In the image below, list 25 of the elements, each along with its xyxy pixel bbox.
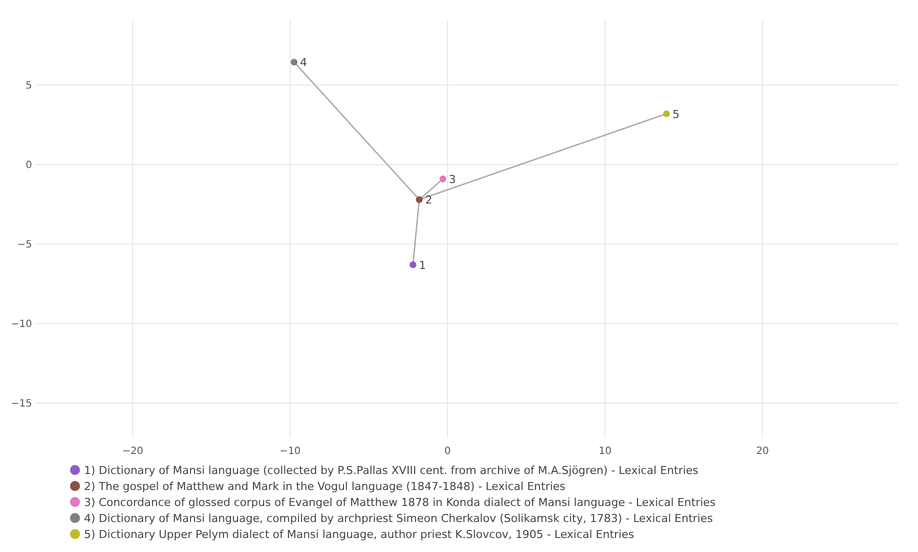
legend-label: 1) Dictionary of Mansi language (collected by P.S.Pallas XVIII cent. from archive of M.A.Sjögren) - Lexical Entries <box>84 464 699 477</box>
legend-label: 5) Dictionary Upper Pelym dialect of Mansi language, author priest K.Slovcov, 1905 - Lexical Entries <box>84 528 634 541</box>
x-tick-label: 10 <box>598 446 612 457</box>
annotation: 5 <box>672 108 680 121</box>
annotation: 4 <box>300 56 308 70</box>
point <box>416 196 423 203</box>
y-tick-label: −5 <box>17 240 32 251</box>
legend-label: 2) The gospel of Matthew and Mark in the Vogul language (1847-1848) - Lexical Entries <box>84 480 566 493</box>
x-tick-label: −20 <box>122 446 144 457</box>
x-tick-label: 0 <box>444 446 451 457</box>
annotation: 2 <box>425 194 432 207</box>
point <box>439 176 446 182</box>
y-tick-label: −15 <box>10 398 32 410</box>
x-tick-label: −10 <box>280 446 301 457</box>
legend-label: 3) Concordance of glossed corpus of Evangel of Matthew 1878 in Konda dialect of Mansi language - Lexical Entries <box>84 496 716 509</box>
y-tick-label: 0 <box>26 160 32 172</box>
point <box>410 261 416 268</box>
x-tick-label: 20 <box>756 446 769 457</box>
point <box>663 110 670 118</box>
annotation: 3 <box>448 172 456 186</box>
annotation: 1 <box>418 258 426 272</box>
y-tick-label: 5 <box>26 80 32 92</box>
point <box>290 58 298 66</box>
y-tick-label: −10 <box>10 319 32 330</box>
legend-label: 4) Dictionary of Mansi language, compiled by archpriest Simeon Cherkalov (Solikamsk city, 1783) - Lexical Entries <box>84 512 714 525</box>
